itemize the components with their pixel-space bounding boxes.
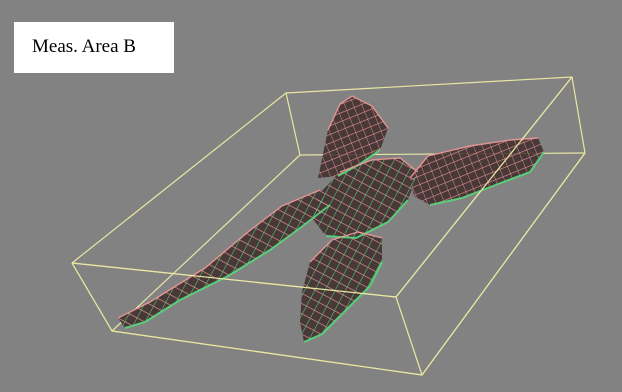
area-label-text: Meas. Area B: [32, 36, 136, 57]
surface-edges-top: [117, 95, 539, 319]
surface-mesh: [118, 96, 544, 342]
area-label: Meas. Area B: [14, 22, 174, 73]
